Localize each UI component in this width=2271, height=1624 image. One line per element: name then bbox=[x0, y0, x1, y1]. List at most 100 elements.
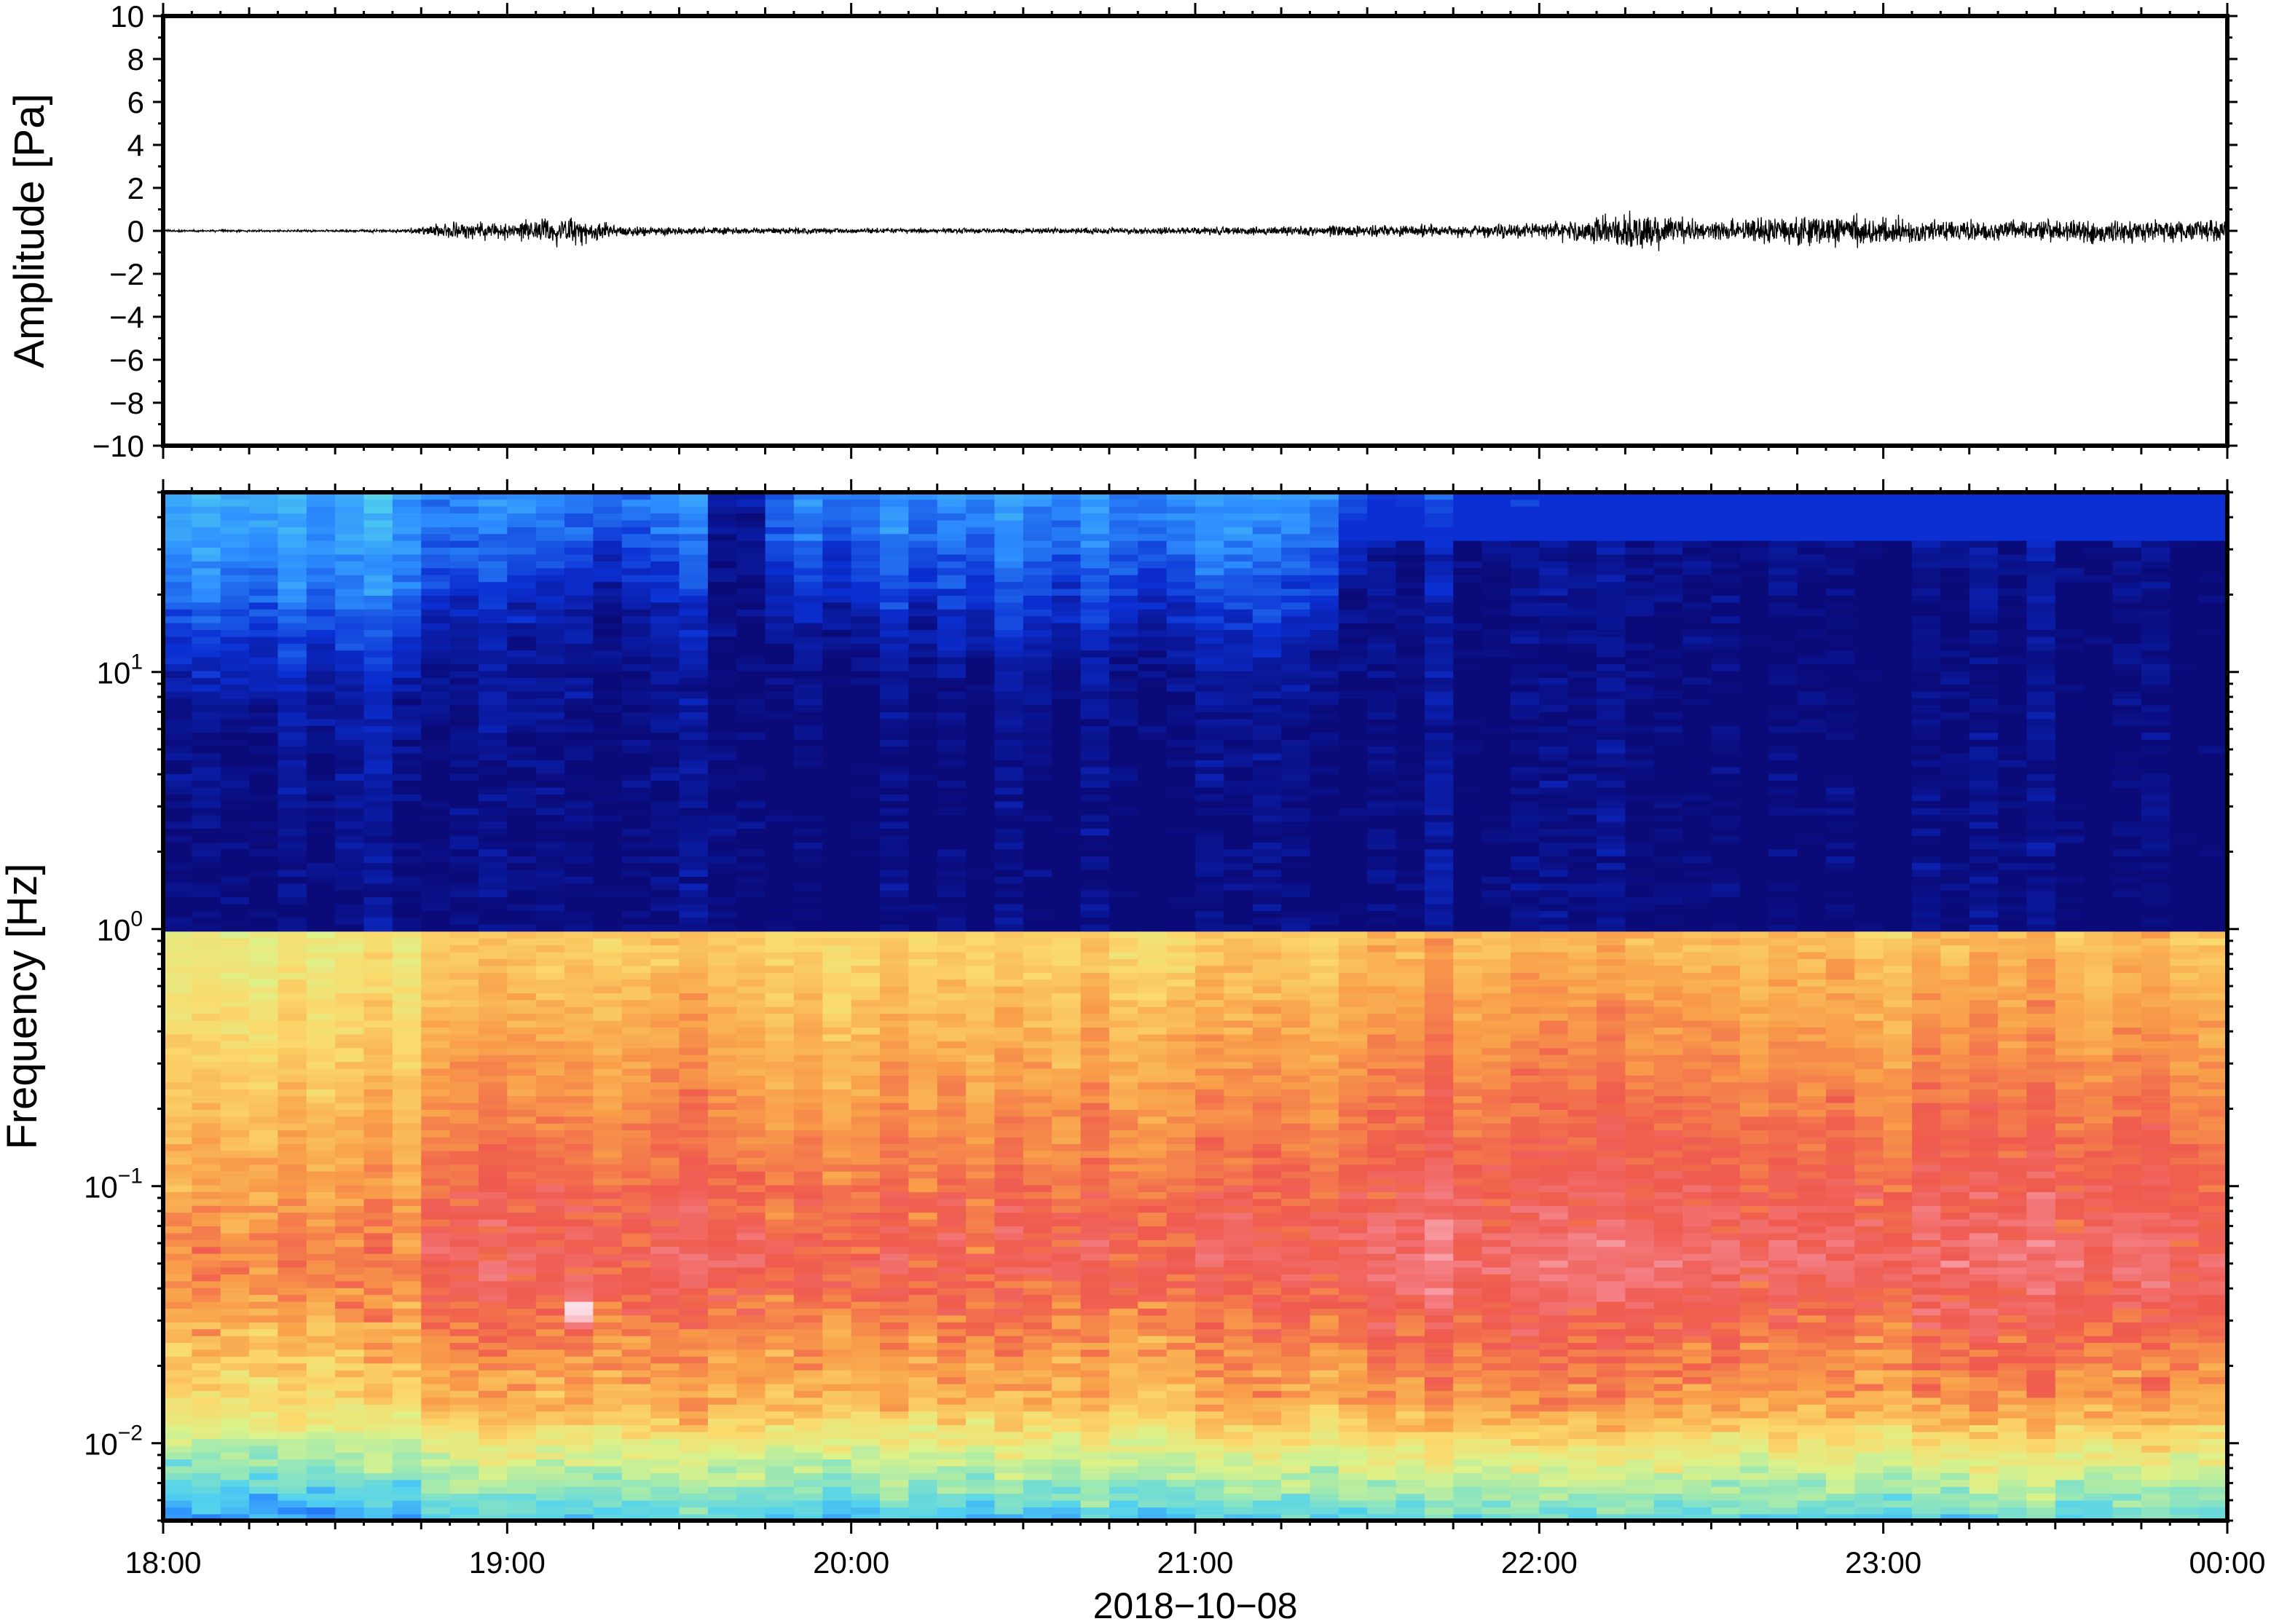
spectrogram-cell bbox=[220, 1403, 250, 1412]
spectrogram-cell bbox=[220, 1499, 250, 1507]
spectrogram-cell bbox=[793, 993, 824, 1001]
spectrogram-cell bbox=[335, 1451, 365, 1460]
spectrogram-cell bbox=[1023, 1123, 1052, 1131]
spectrogram-cell bbox=[535, 1322, 565, 1330]
spectrogram-cell bbox=[679, 684, 709, 692]
spectrogram-cell bbox=[249, 656, 279, 665]
spectrogram-cell bbox=[1052, 828, 1082, 836]
spectrogram-cell bbox=[564, 1280, 594, 1288]
spectrogram-cell bbox=[507, 883, 537, 891]
spectrogram-cell bbox=[220, 1431, 250, 1439]
spectrogram-cell bbox=[679, 1445, 709, 1453]
spectrogram-cell bbox=[994, 574, 1024, 583]
spectrogram-cell bbox=[421, 1479, 451, 1487]
spectrogram-cell bbox=[507, 1088, 537, 1097]
spectrogram-cell bbox=[650, 1102, 680, 1110]
spectrogram-cell bbox=[851, 780, 881, 788]
spectrogram-cell bbox=[707, 945, 738, 953]
spectrogram-cell bbox=[249, 1068, 279, 1076]
spectrogram-cell bbox=[535, 1184, 565, 1192]
spectrogram-cell bbox=[564, 732, 594, 740]
spectrogram-cell bbox=[593, 1499, 623, 1507]
spectrogram-cell bbox=[966, 883, 996, 891]
spectrogram-cell bbox=[507, 835, 537, 843]
spectrogram-cell bbox=[449, 615, 479, 623]
spectrogram-cell bbox=[449, 794, 479, 802]
spectrogram-cell bbox=[593, 588, 623, 596]
spectrogram-cell bbox=[163, 800, 193, 808]
spectrogram-cell bbox=[335, 567, 365, 575]
spectrogram-cell bbox=[822, 718, 852, 726]
spectrogram-cell bbox=[650, 1253, 680, 1261]
spectrogram-cell bbox=[564, 800, 594, 808]
spectrogram-cell bbox=[535, 519, 565, 527]
spectrogram-cell bbox=[363, 650, 393, 658]
spectrogram-cell bbox=[966, 780, 996, 788]
spectrogram-cell bbox=[220, 1465, 250, 1473]
spectrogram-cell bbox=[650, 1081, 680, 1089]
spectrogram-cell bbox=[363, 1047, 393, 1055]
spectrogram-cell bbox=[880, 527, 910, 535]
spectrogram-cell bbox=[1023, 869, 1052, 877]
spectrogram-cell bbox=[220, 924, 250, 932]
spectrogram-cell bbox=[621, 1438, 651, 1446]
spectrogram-cell bbox=[335, 1328, 365, 1336]
spectrogram-cell bbox=[278, 1088, 307, 1097]
spectrogram-cell bbox=[163, 979, 193, 987]
spectrogram-cell bbox=[335, 1109, 365, 1117]
spectrogram-cell bbox=[163, 1459, 193, 1467]
spectrogram-cell bbox=[707, 540, 738, 548]
spectrogram-cell bbox=[1052, 553, 1082, 561]
spectrogram-cell bbox=[306, 1013, 336, 1021]
spectrogram-cell bbox=[335, 1349, 365, 1357]
spectrogram-cell bbox=[192, 1033, 221, 1041]
spectrogram-cell bbox=[593, 1459, 623, 1467]
spectrogram-cell bbox=[908, 910, 938, 918]
spectrogram-cell bbox=[822, 945, 852, 953]
spectrogram-cell bbox=[449, 1335, 479, 1344]
spectrogram-cell bbox=[707, 643, 738, 651]
spectrogram-cell bbox=[994, 1390, 1024, 1398]
spectrogram-cell bbox=[449, 553, 479, 561]
spectrogram-cell bbox=[220, 670, 250, 678]
spectrogram-cell bbox=[1023, 1020, 1052, 1028]
spectrogram-cell bbox=[163, 1232, 193, 1240]
spectrogram-cell bbox=[335, 746, 365, 754]
spectrogram-cell bbox=[163, 650, 193, 658]
spectrogram-cell bbox=[192, 1459, 221, 1467]
spectrogram-cell bbox=[1052, 725, 1082, 733]
spectrogram-cell bbox=[966, 848, 996, 856]
spectrogram-cell bbox=[564, 1513, 594, 1521]
spectrogram-cell bbox=[163, 1322, 193, 1330]
spectrogram-cell bbox=[163, 1164, 193, 1172]
spectrogram-cell bbox=[650, 1411, 680, 1419]
spectrogram-cell bbox=[994, 505, 1024, 514]
spectrogram-cell bbox=[937, 1164, 967, 1172]
spectrogram-cell bbox=[421, 609, 451, 617]
spectrogram-cell bbox=[908, 1253, 938, 1261]
spectrogram-cell bbox=[593, 1143, 623, 1151]
spectrogram-cell bbox=[880, 1170, 910, 1179]
spectrogram-cell bbox=[966, 1198, 996, 1206]
spectrogram-cell bbox=[192, 725, 221, 733]
spectrogram-cell bbox=[593, 937, 623, 946]
spectrogram-cell bbox=[908, 889, 938, 898]
spectrogram-cell bbox=[1023, 1088, 1052, 1097]
spectrogram-cell bbox=[306, 1178, 336, 1186]
spectrogram-cell bbox=[478, 1198, 508, 1206]
spectrogram-cell bbox=[335, 958, 365, 966]
spectrogram-cell bbox=[593, 1301, 623, 1309]
spectrogram-cell bbox=[593, 910, 623, 918]
spectrogram-cell bbox=[421, 670, 451, 678]
spectrogram-cell bbox=[822, 492, 852, 500]
spectrogram-cell bbox=[1023, 663, 1052, 671]
spectrogram-cell bbox=[220, 1383, 250, 1391]
spectrogram-cell bbox=[535, 1157, 565, 1165]
spectrogram-cell bbox=[392, 492, 422, 500]
spectrogram-cell bbox=[822, 794, 852, 802]
spectrogram-cell bbox=[880, 1246, 910, 1254]
spectrogram-cell bbox=[765, 848, 795, 856]
spectrogram-cell bbox=[650, 766, 680, 774]
spectrogram-cell bbox=[994, 1027, 1024, 1035]
